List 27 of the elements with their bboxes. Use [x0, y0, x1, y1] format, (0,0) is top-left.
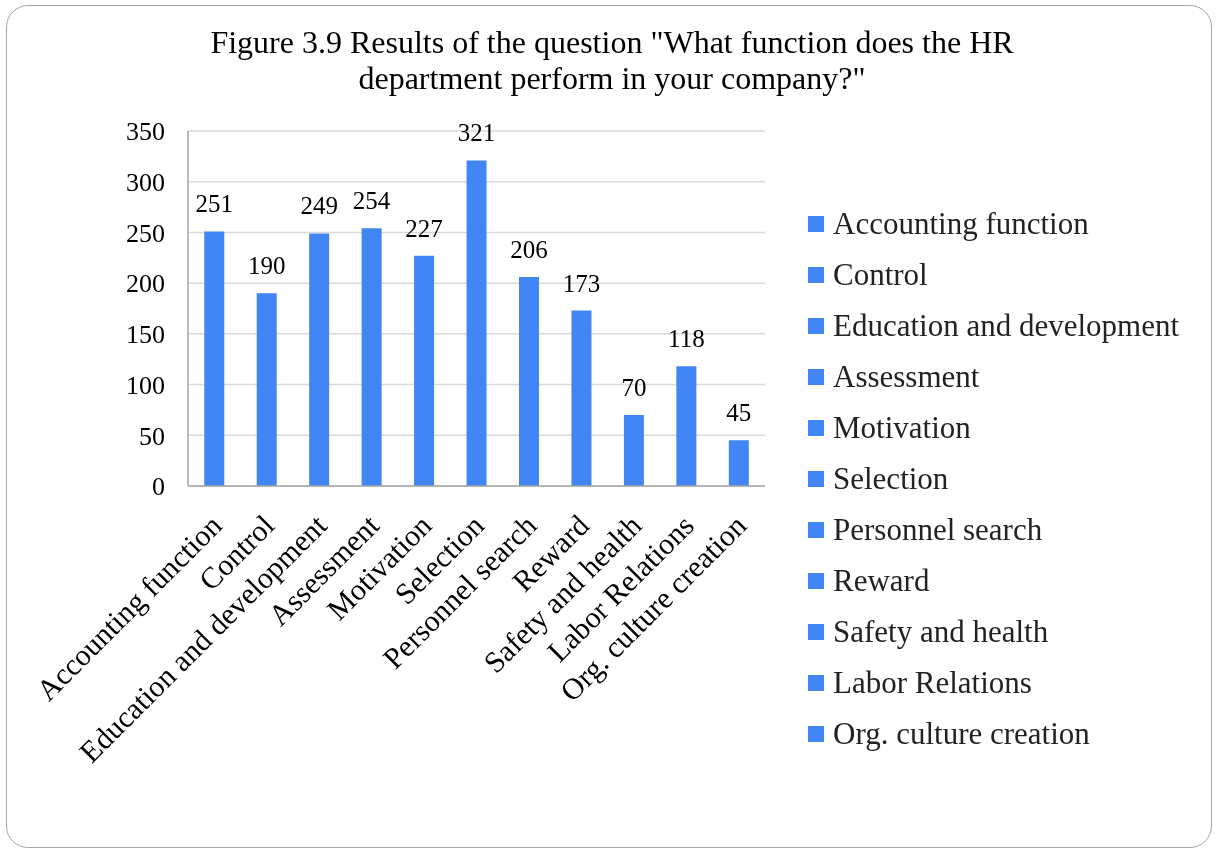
y-tick-label: 250 [126, 218, 165, 248]
legend-label: Accounting function [833, 205, 1089, 242]
legend-label: Motivation [833, 409, 971, 446]
data-label: 70 [621, 374, 647, 401]
y-tick-label: 150 [126, 320, 165, 350]
y-tick-label: 200 [126, 269, 165, 299]
data-label: 254 [352, 187, 391, 215]
data-label: 45 [726, 399, 752, 427]
data-label: 190 [247, 252, 286, 280]
y-tick-label: 350 [126, 117, 165, 147]
data-label: 249 [300, 192, 338, 220]
y-tick-label: 0 [152, 472, 165, 502]
legend-label: Control [833, 256, 928, 293]
data-label: 173 [562, 269, 601, 297]
data-label: 118 [668, 325, 705, 353]
y-tick-label: 100 [126, 370, 165, 400]
data-label: 206 [510, 236, 548, 264]
legend-label: Education and development [833, 307, 1180, 344]
chart-title: Figure 3.9 Results of the question "What function does the HR department perform in your company?" [209, 24, 1015, 96]
data-label: 251 [195, 190, 234, 218]
y-tick-label: 300 [126, 167, 165, 197]
y-tick-label: 50 [139, 421, 165, 451]
legend-label: Selection [833, 461, 949, 498]
legend-label: Assessment [833, 358, 980, 395]
data-label: 227 [405, 214, 443, 242]
data-label: 321 [457, 119, 496, 147]
legend-label: Org. culture creation [833, 716, 1090, 753]
